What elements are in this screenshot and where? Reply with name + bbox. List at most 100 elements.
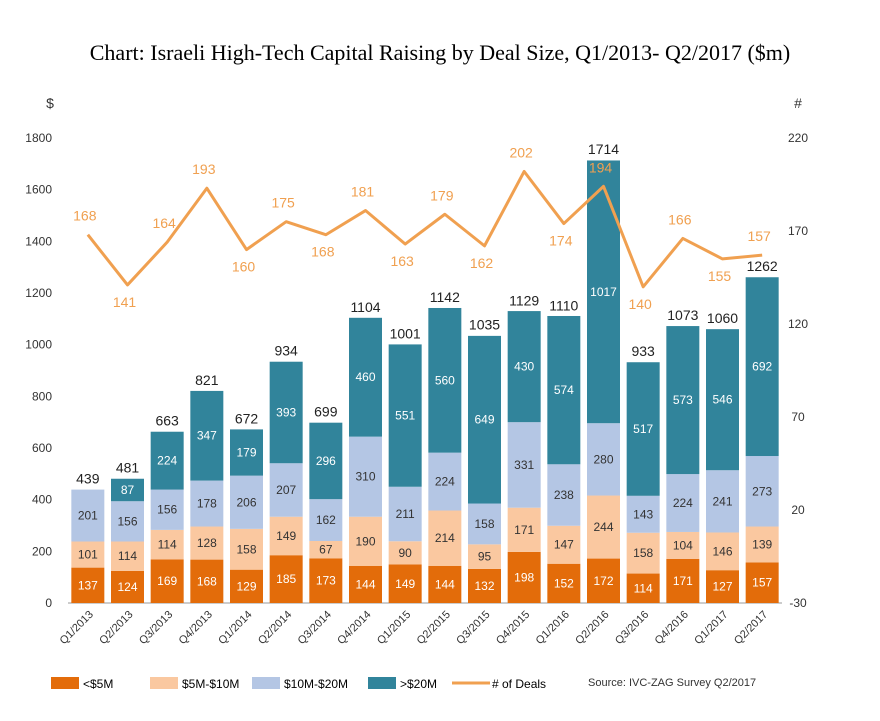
bar-segment	[547, 525, 581, 564]
bar-segment	[666, 326, 700, 475]
bar-segment	[587, 495, 620, 559]
segment-value-label: 207	[276, 483, 296, 497]
bar-segment	[428, 565, 462, 603]
legend-swatch	[252, 677, 280, 689]
bar-segment	[706, 329, 739, 471]
bar-segment	[111, 478, 144, 502]
deals-value-label: 157	[747, 228, 771, 244]
bar-segment	[269, 555, 303, 603]
segment-value-label: 460	[355, 370, 375, 384]
segment-value-label: 171	[514, 523, 534, 537]
segment-value-label: 147	[554, 538, 574, 552]
segment-value-label: 211	[396, 507, 415, 521]
segment-value-label: 104	[673, 538, 693, 552]
category-label: Q4/2016	[653, 609, 691, 647]
segment-value-label: 158	[474, 517, 494, 531]
segment-value-label: 551	[395, 409, 415, 423]
bar-total-label: 1142	[430, 289, 460, 305]
bar-total-label: 1129	[509, 292, 539, 308]
segment-value-label: 132	[474, 579, 494, 593]
bar-segment	[349, 317, 382, 437]
y-tick-label: 1800	[25, 131, 52, 145]
category-label: Q4/2013	[177, 609, 215, 647]
segment-value-label: 114	[634, 581, 653, 595]
bar-segment	[745, 456, 779, 527]
deals-value-label: 181	[351, 184, 375, 200]
bar-segment	[468, 568, 501, 603]
segment-value-label: 296	[316, 454, 336, 468]
segment-value-label: 280	[593, 452, 613, 466]
category-label: Q2/2015	[415, 609, 453, 647]
y-tick-label: 600	[32, 441, 52, 455]
chart-title: Chart: Israeli High-Tech Capital Raising…	[89, 40, 791, 65]
legend-swatch	[368, 677, 396, 689]
y-tick-label: 800	[32, 389, 52, 403]
segment-value-label: 201	[78, 509, 98, 523]
legend-swatch	[150, 677, 178, 689]
category-label: Q1/2015	[375, 609, 413, 647]
bar-segment	[349, 516, 382, 566]
bar-total-label: 821	[195, 372, 219, 388]
bar-segment	[111, 570, 144, 603]
deals-value-label: 194	[589, 159, 613, 175]
category-label: Q2/2013	[97, 609, 135, 647]
deals-line: 168 141 164 193 160 175 168 181 163 179 162 202 174 1…	[73, 144, 771, 311]
bar-total-label: 934	[274, 343, 298, 359]
bar-segment	[468, 544, 501, 569]
legend-label: $10M-$20M	[284, 677, 348, 691]
bar-segment	[190, 480, 224, 527]
bar-segment	[666, 531, 700, 559]
bar-segment	[230, 569, 263, 603]
segment-value-label: 347	[197, 429, 217, 443]
bar-segment	[587, 423, 620, 496]
bar-segment	[507, 422, 541, 508]
bar-segment	[230, 475, 263, 529]
bar-segment	[626, 532, 660, 574]
segment-value-label: 149	[395, 577, 415, 591]
category-label: Q1/2013	[58, 609, 96, 647]
deals-value-label: 162	[470, 255, 494, 271]
segment-value-label: 157	[752, 576, 772, 590]
segment-value-label: 224	[157, 454, 177, 468]
deals-value-label: 168	[73, 208, 97, 224]
bar-segment	[349, 565, 382, 603]
category-label: Q3/2016	[613, 609, 651, 647]
deals-value-label: 160	[232, 259, 256, 275]
bar-total-label: 1104	[350, 299, 380, 315]
segment-value-label: 156	[157, 503, 177, 517]
bar-segment	[745, 526, 779, 563]
segment-value-label: 124	[117, 580, 137, 594]
bar-segment	[428, 307, 462, 453]
bar-segment	[309, 541, 343, 559]
source-note: Source: IVC-ZAG Survey Q2/2017	[588, 677, 756, 689]
deals-value-label: 141	[113, 294, 137, 310]
bar-total-label: 481	[116, 460, 140, 476]
y-tick-label: 400	[32, 493, 52, 507]
category-labels: Q1/2013 Q2/2013 Q3/2013 Q4/2013 Q1/2014 Q2/20…	[58, 609, 771, 647]
bar-segment	[428, 452, 462, 511]
segment-value-label: 149	[276, 529, 296, 543]
segment-value-label: 273	[752, 484, 772, 498]
y-axis-label: $	[46, 95, 54, 111]
y-tick-label: 1200	[25, 286, 52, 300]
bar-total-label: 1110	[549, 297, 578, 313]
bar-segment	[626, 362, 660, 496]
segment-value-label: 244	[593, 520, 613, 534]
segment-value-label: 331	[514, 458, 534, 472]
deals-value-label: 166	[668, 211, 692, 227]
segment-value-label: 162	[316, 513, 336, 527]
segment-value-label: 173	[316, 574, 336, 588]
category-label: Q1/2014	[216, 609, 254, 647]
bar-segment	[547, 464, 581, 526]
bar-segment	[190, 390, 224, 481]
y2-axis-label: #	[794, 95, 802, 111]
category-label: Q3/2014	[296, 609, 334, 647]
deals-value-label: 168	[311, 244, 335, 260]
segment-value-label: 1017	[590, 285, 617, 299]
segment-value-label: 158	[633, 546, 653, 560]
legend-label: <$5M	[83, 677, 113, 691]
segment-value-label: 692	[752, 360, 772, 374]
bar-segment	[626, 573, 660, 603]
bar-segment	[190, 559, 224, 603]
segment-value-label: 241	[712, 494, 732, 508]
